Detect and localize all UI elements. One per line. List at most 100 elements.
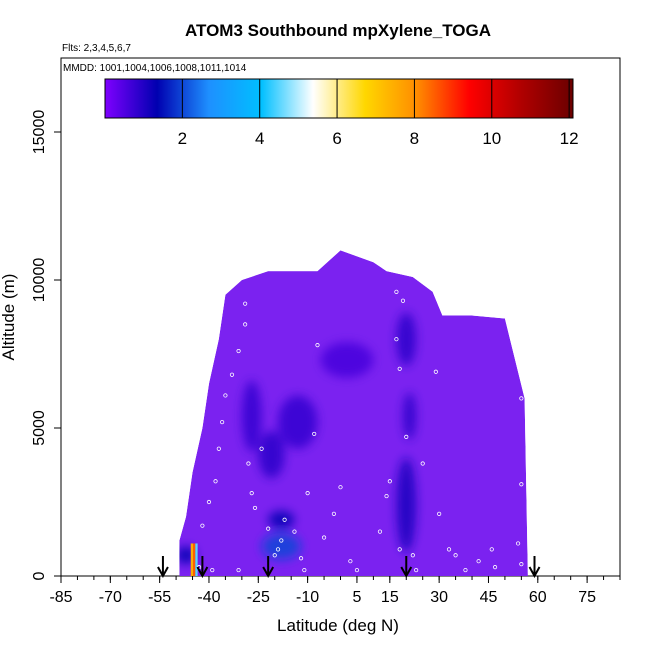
sample-point [394, 337, 399, 342]
sample-point [515, 541, 521, 546]
x-tick-label: -55 [148, 589, 171, 606]
y-tick-label: 15000 [31, 110, 48, 155]
y-tick-label: 0 [31, 571, 48, 580]
flight-arrow [157, 556, 169, 579]
surface-patch-cell [193, 543, 196, 576]
y-tick-label: 5000 [31, 410, 48, 446]
sample-point [463, 567, 468, 573]
chart-title: ATOM3 Southbound mpXylene_TOGA [185, 21, 491, 40]
sample-point [515, 331, 521, 336]
sample-point [312, 431, 317, 437]
sample-point [302, 567, 307, 573]
sample-point [476, 559, 481, 564]
x-tick-label: 5 [352, 589, 361, 606]
sample-point [331, 511, 337, 516]
enhancement-region [402, 392, 417, 440]
concentration-field [179, 250, 528, 576]
sample-points [197, 283, 524, 573]
sample-point [338, 485, 343, 490]
colorbar-tick-label: 12 [560, 129, 579, 148]
sample-point [519, 482, 524, 487]
sample-point [354, 567, 360, 573]
sample-point [223, 393, 228, 398]
sample-point [348, 559, 353, 564]
sample-point [519, 396, 524, 401]
y-axis: 0 5000 10000 15000 [31, 110, 61, 580]
sample-point [229, 372, 235, 377]
sample-point [400, 298, 406, 303]
sample-point [210, 567, 215, 573]
colorbar-tick-label: 6 [332, 129, 341, 148]
sample-point [397, 366, 402, 371]
sample-point [437, 511, 442, 516]
colorbar-tick-label: 4 [255, 129, 264, 148]
sample-point [275, 547, 281, 552]
colorbar-tick-label: 10 [482, 129, 501, 148]
sample-point [216, 446, 221, 451]
enhancement-region [396, 457, 417, 553]
sample-point [246, 461, 251, 466]
sample-point [397, 547, 402, 552]
sample-point [292, 529, 297, 534]
sample-point [492, 565, 498, 570]
sample-point [220, 419, 225, 425]
flight-arrow [262, 556, 275, 579]
colorbar: 2 4 6 8 10 12 [104, 78, 579, 148]
sample-point [433, 369, 438, 374]
enhancement-group [179, 312, 417, 565]
sample-point [519, 562, 524, 567]
sample-point [206, 499, 212, 505]
sample-point [213, 479, 218, 484]
x-tick-label: 15 [381, 589, 399, 606]
sample-point [252, 505, 258, 511]
x-tick-label: -40 [197, 589, 220, 606]
sample-point [200, 523, 205, 528]
sample-point [384, 493, 389, 499]
x-tick-label: -25 [247, 589, 270, 606]
sample-point [315, 343, 320, 348]
colorbar-fill [104, 78, 574, 119]
flights-subtitle: Flts: 2,3,4,5,6,7 [62, 43, 131, 54]
enhancement-region [278, 395, 318, 449]
sample-point [298, 556, 304, 561]
sample-point [394, 289, 399, 294]
enhancement-region [261, 533, 302, 560]
enhancement-region [258, 430, 285, 479]
colorbar-tick-label: 2 [178, 129, 187, 148]
sample-point [404, 434, 409, 439]
sample-point [414, 567, 419, 573]
sample-point [259, 446, 264, 451]
sample-point [377, 529, 383, 534]
sample-point [321, 535, 327, 540]
x-tick-label: 45 [480, 589, 498, 606]
field-base [179, 250, 528, 576]
sample-point [427, 283, 432, 289]
y-tick-label: 10000 [31, 258, 48, 303]
sample-point [410, 553, 415, 558]
x-tick-label: 60 [529, 589, 547, 606]
enhancement-region [268, 510, 295, 529]
flight-arrow [528, 556, 541, 579]
sample-point [236, 567, 241, 573]
sample-point [420, 461, 425, 466]
x-tick-label: 30 [430, 589, 448, 606]
sample-point [236, 348, 241, 354]
surface-patch-cell [190, 543, 194, 576]
sample-point [387, 479, 392, 484]
sample-point [243, 301, 248, 306]
x-axis: -85 -70 -55 -40 -25 -10 5 15 30 45 60 75 [49, 576, 621, 606]
sample-point [266, 526, 271, 531]
sample-point [305, 491, 310, 496]
x-tick-label: 75 [578, 589, 596, 606]
x-tick-label: -10 [296, 589, 319, 606]
enhancement-region [241, 380, 262, 452]
sample-point [446, 547, 452, 552]
flight-arrow [196, 556, 209, 579]
sample-point [243, 322, 248, 327]
sample-point [249, 491, 254, 496]
sample-point [453, 553, 458, 558]
surface-patch-cell [195, 543, 198, 576]
x-tick-label: -70 [99, 589, 122, 606]
